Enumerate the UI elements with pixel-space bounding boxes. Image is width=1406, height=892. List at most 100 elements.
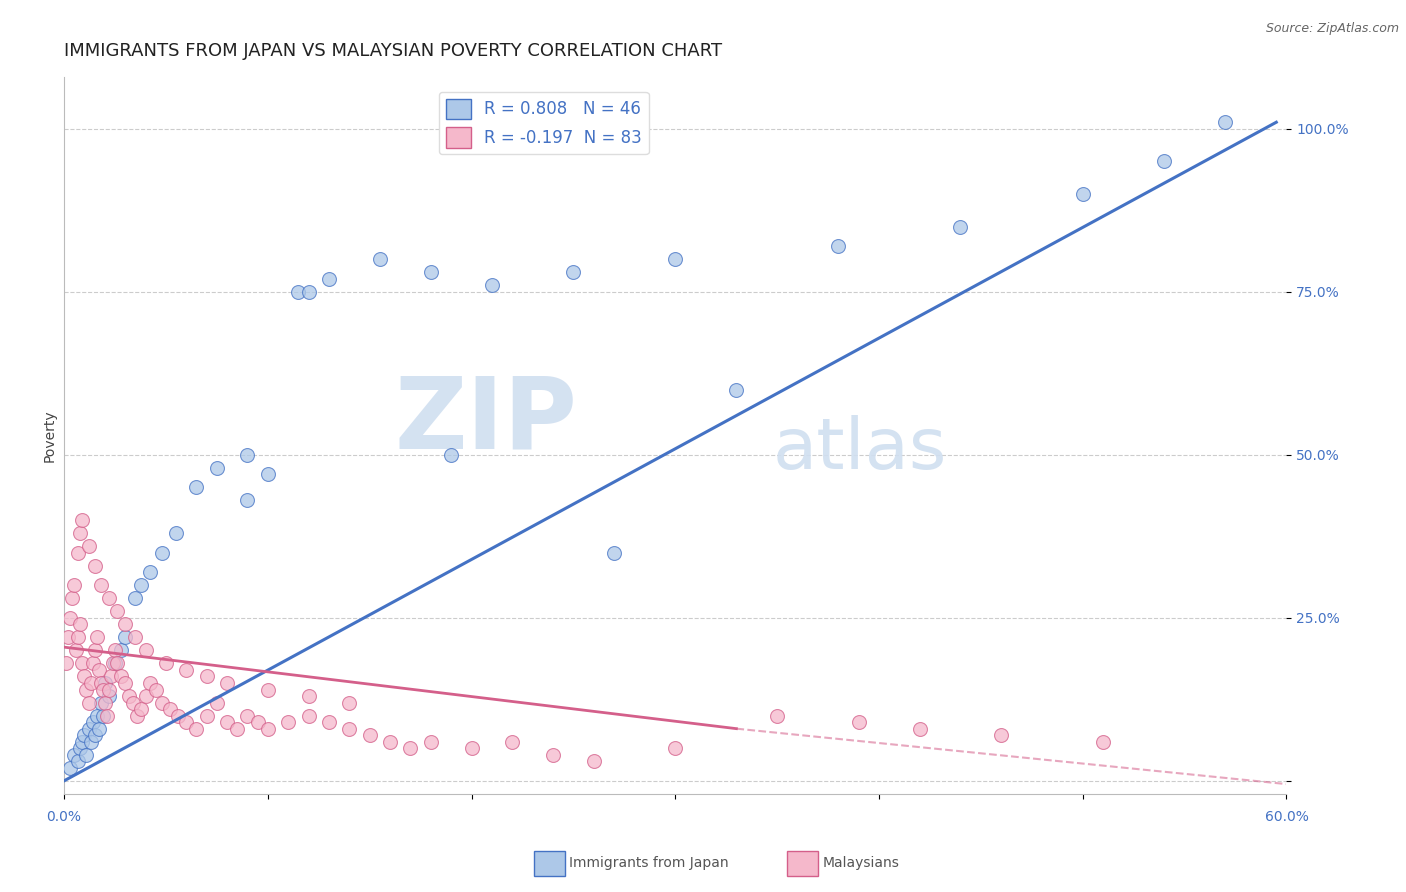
Point bbox=[256, 722, 278, 736]
Point bbox=[399, 741, 422, 756]
Point bbox=[419, 265, 441, 279]
Point bbox=[501, 735, 523, 749]
Point bbox=[60, 591, 83, 606]
Point bbox=[73, 728, 96, 742]
Point bbox=[848, 715, 870, 730]
Y-axis label: Poverty: Poverty bbox=[44, 409, 58, 461]
Point bbox=[256, 467, 278, 482]
Point bbox=[83, 558, 105, 573]
Point bbox=[97, 591, 120, 606]
Point bbox=[69, 741, 91, 756]
Point bbox=[176, 715, 198, 730]
Point bbox=[79, 735, 101, 749]
Point bbox=[165, 526, 187, 541]
Text: Malaysians: Malaysians bbox=[823, 856, 900, 871]
Point bbox=[155, 657, 177, 671]
Point bbox=[138, 676, 160, 690]
Point bbox=[236, 493, 259, 508]
Point bbox=[145, 682, 167, 697]
Point bbox=[195, 708, 218, 723]
Point bbox=[359, 728, 381, 742]
Point bbox=[55, 657, 77, 671]
Point bbox=[256, 682, 278, 697]
Point bbox=[215, 676, 238, 690]
Point bbox=[1215, 115, 1237, 129]
Point bbox=[725, 383, 748, 397]
Point bbox=[131, 578, 153, 592]
Point bbox=[82, 657, 104, 671]
Point bbox=[56, 631, 79, 645]
Point bbox=[481, 278, 503, 293]
Point bbox=[72, 657, 94, 671]
Point bbox=[205, 696, 228, 710]
Point bbox=[77, 722, 100, 736]
Point bbox=[77, 539, 100, 553]
Point bbox=[59, 611, 82, 625]
Point bbox=[664, 252, 686, 267]
Point bbox=[65, 643, 87, 657]
Point bbox=[76, 747, 98, 762]
Point bbox=[67, 631, 90, 645]
Point bbox=[87, 722, 110, 736]
Point bbox=[118, 689, 141, 703]
Point bbox=[63, 747, 86, 762]
Point bbox=[100, 669, 122, 683]
Point bbox=[664, 741, 686, 756]
Point bbox=[603, 546, 626, 560]
Point bbox=[83, 643, 105, 657]
Point bbox=[67, 546, 90, 560]
Point bbox=[86, 708, 108, 723]
Point bbox=[186, 722, 208, 736]
Point bbox=[96, 708, 118, 723]
Point bbox=[582, 754, 605, 768]
Point bbox=[97, 682, 120, 697]
Point bbox=[79, 676, 101, 690]
Point bbox=[73, 669, 96, 683]
Point bbox=[368, 252, 391, 267]
Point bbox=[226, 722, 249, 736]
Point bbox=[1092, 735, 1115, 749]
Point bbox=[159, 702, 181, 716]
Point bbox=[76, 682, 98, 697]
Point bbox=[766, 708, 789, 723]
Point bbox=[105, 604, 128, 618]
Point bbox=[135, 689, 157, 703]
Text: Immigrants from Japan: Immigrants from Japan bbox=[569, 856, 730, 871]
Point bbox=[541, 747, 564, 762]
Point bbox=[186, 480, 208, 494]
Point bbox=[90, 578, 112, 592]
Text: 60.0%: 60.0% bbox=[1264, 810, 1309, 824]
Point bbox=[562, 265, 585, 279]
Point bbox=[86, 631, 108, 645]
Point bbox=[110, 643, 132, 657]
Point bbox=[440, 448, 463, 462]
Legend: R = 0.808   N = 46, R = -0.197  N = 83: R = 0.808 N = 46, R = -0.197 N = 83 bbox=[439, 92, 648, 154]
Point bbox=[114, 617, 136, 632]
Point bbox=[87, 663, 110, 677]
Point bbox=[104, 643, 127, 657]
Point bbox=[1153, 154, 1175, 169]
Point bbox=[105, 657, 128, 671]
Text: 0.0%: 0.0% bbox=[46, 810, 82, 824]
Point bbox=[990, 728, 1012, 742]
Point bbox=[378, 735, 401, 749]
Point bbox=[419, 735, 441, 749]
Point bbox=[67, 754, 90, 768]
Text: IMMIGRANTS FROM JAPAN VS MALAYSIAN POVERTY CORRELATION CHART: IMMIGRANTS FROM JAPAN VS MALAYSIAN POVER… bbox=[65, 42, 723, 60]
Point bbox=[72, 735, 94, 749]
Point bbox=[69, 617, 91, 632]
Point bbox=[83, 728, 105, 742]
Point bbox=[94, 676, 117, 690]
Point bbox=[124, 631, 146, 645]
Point bbox=[104, 657, 127, 671]
Text: atlas: atlas bbox=[773, 415, 948, 484]
Point bbox=[72, 513, 94, 527]
Point bbox=[337, 722, 360, 736]
Point bbox=[124, 591, 146, 606]
Point bbox=[69, 526, 91, 541]
Point bbox=[90, 676, 112, 690]
Point bbox=[908, 722, 931, 736]
Point bbox=[236, 708, 259, 723]
Point bbox=[122, 696, 145, 710]
Point bbox=[1071, 186, 1094, 201]
